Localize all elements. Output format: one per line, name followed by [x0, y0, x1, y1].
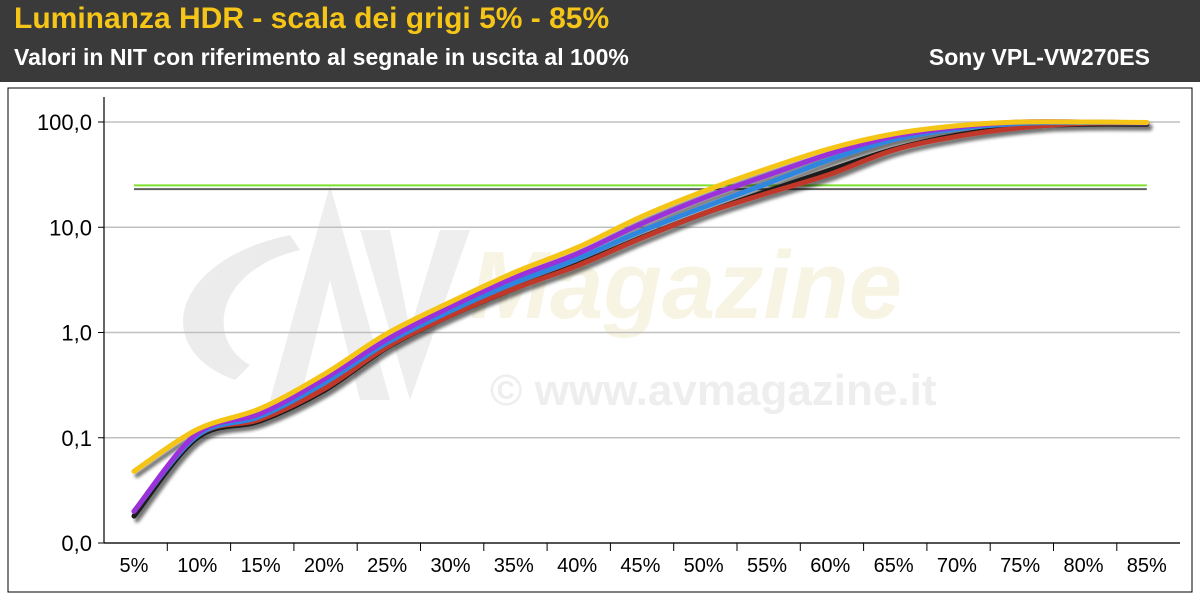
data-point — [638, 221, 643, 227]
data-point — [891, 147, 896, 153]
data-point — [701, 205, 706, 210]
data-point — [764, 166, 770, 171]
device-model-label: Sony VPL-VW270ES — [928, 44, 1150, 70]
data-point — [511, 275, 516, 281]
data-point — [448, 299, 453, 305]
x-tick-label: 75% — [1000, 555, 1040, 577]
data-point — [954, 123, 960, 129]
data-point — [321, 376, 327, 382]
data-point — [258, 411, 263, 416]
data-point — [828, 171, 833, 177]
data-point — [574, 263, 580, 269]
plot-frame — [7, 87, 1193, 593]
data-point — [574, 245, 580, 250]
chart-subtitle: Valori in NIT con riferimento al segnale… — [14, 44, 629, 70]
data-point — [638, 214, 643, 220]
data-point — [638, 236, 643, 241]
watermark-logo-a — [270, 185, 390, 400]
data-point — [701, 211, 706, 216]
data-point — [764, 191, 770, 196]
watermark: Magazine © www.avmagazine.it — [183, 185, 937, 415]
data-point — [764, 173, 770, 178]
chart-title: Luminanza HDR - scala dei grigi 5% - 85% — [14, 2, 610, 35]
x-tick-label: 40% — [557, 555, 597, 577]
y-tick-label: 0,0 — [61, 531, 92, 556]
data-point — [828, 146, 833, 151]
y-tick-label: 100,0 — [37, 110, 92, 135]
data-point — [574, 256, 580, 262]
series-group — [131, 119, 1150, 519]
chart-header: Luminanza HDR - scala dei grigi 5% - 85%… — [0, 0, 1200, 82]
data-point — [1144, 120, 1150, 125]
x-tick-label: 30% — [430, 555, 470, 577]
data-point — [385, 331, 390, 336]
data-point — [258, 406, 263, 411]
data-point — [131, 509, 137, 514]
watermark-url: © www.avmagazine.it — [490, 366, 937, 415]
data-point — [131, 469, 137, 474]
data-point — [1081, 119, 1086, 125]
data-point — [511, 286, 516, 292]
data-point — [638, 229, 643, 234]
x-tick-label: 60% — [810, 555, 850, 577]
x-tick-label: 35% — [494, 555, 534, 577]
data-point — [828, 157, 833, 162]
data-point — [321, 386, 327, 392]
data-point — [1018, 119, 1023, 125]
watermark-swoosh — [183, 235, 300, 380]
x-tick-label: 10% — [177, 555, 217, 577]
data-point — [1018, 125, 1023, 131]
series-line-5 — [131, 119, 1150, 474]
x-tick-label: 85% — [1127, 555, 1167, 577]
data-point — [828, 151, 833, 156]
x-tick-label: 70% — [937, 555, 977, 577]
data-point — [448, 304, 453, 310]
data-point — [891, 131, 896, 137]
data-point — [574, 251, 580, 256]
x-tick-label: 65% — [874, 555, 914, 577]
x-tick-label: 25% — [367, 555, 407, 577]
data-point — [701, 195, 706, 201]
y-tick-label: 1,0 — [61, 321, 92, 346]
data-point — [448, 313, 453, 318]
data-point — [131, 513, 137, 519]
watermark-logo-text: Magazine — [470, 232, 902, 339]
data-point — [385, 337, 390, 342]
x-tick-label: 15% — [241, 555, 281, 577]
y-tick-label: 0,1 — [61, 426, 92, 451]
watermark-logo-v — [360, 230, 470, 400]
data-point — [764, 181, 770, 186]
x-tick-label: 5% — [120, 555, 149, 577]
x-tick-label: 80% — [1063, 555, 1103, 577]
x-tick-label: 45% — [620, 555, 660, 577]
data-point — [195, 427, 200, 432]
data-point — [511, 270, 516, 275]
y-tick-label: 10,0 — [49, 215, 92, 240]
x-tick-label: 50% — [684, 555, 724, 577]
data-point — [701, 189, 706, 194]
data-point — [511, 280, 516, 286]
x-tick-label: 55% — [747, 555, 787, 577]
data-point — [321, 372, 327, 377]
x-tick-label: 20% — [304, 555, 344, 577]
data-point — [954, 134, 960, 139]
